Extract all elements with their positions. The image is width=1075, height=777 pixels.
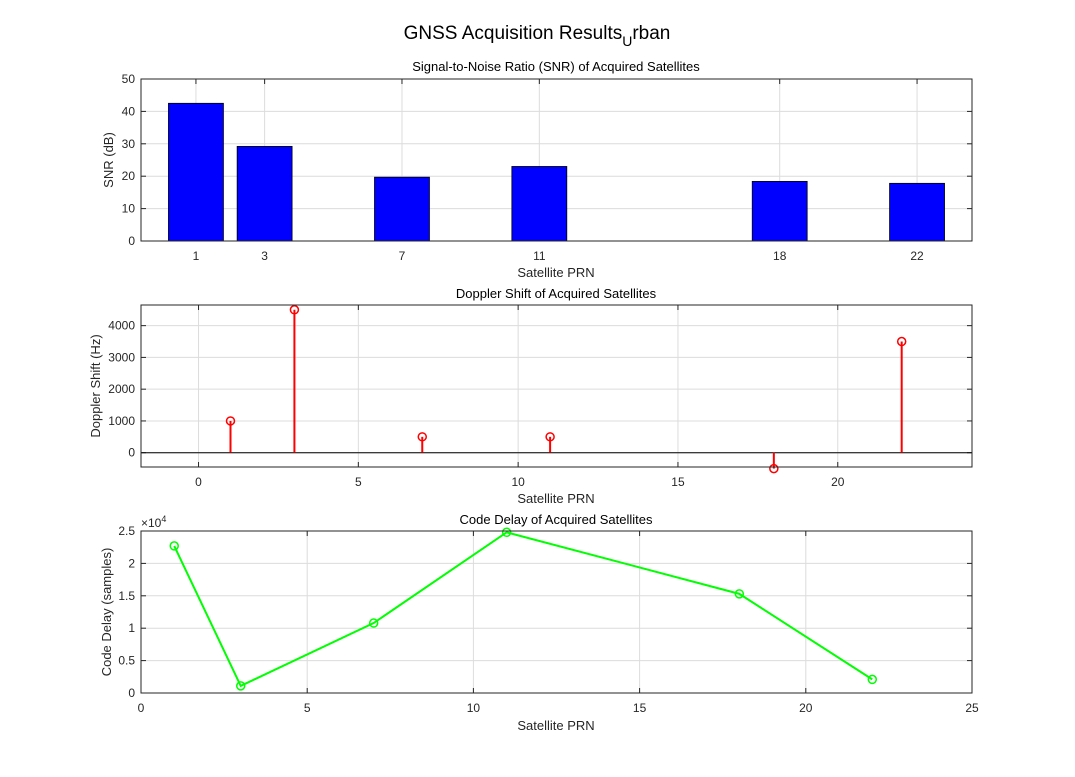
snr-y-tick-label: 50	[122, 72, 136, 86]
doppler-plot-background	[141, 305, 972, 467]
code-delay-x-tick-label: 0	[138, 701, 145, 715]
doppler-chart-title: Doppler Shift of Acquired Satellites	[456, 286, 657, 301]
doppler-point	[896, 336, 907, 347]
snr-bar	[889, 182, 945, 242]
code-delay-line	[173, 531, 873, 688]
snr-bar	[168, 102, 224, 242]
code-delay-point	[368, 618, 379, 628]
snr-x-axis-label: Satellite PRN	[517, 265, 594, 280]
snr-x-tick-label: 1	[193, 249, 200, 263]
snr-axes: Signal-to-Noise Ratio (SNR) of Acquired …	[101, 59, 973, 280]
snr-x-tick-label: 11	[533, 249, 546, 263]
code-delay-y-axis-label: Code Delay (samples)	[99, 548, 114, 677]
code-delay-y-tick-label: 2	[128, 556, 135, 570]
doppler-y-tick-label: 0	[128, 446, 135, 460]
snr-chart-title: Signal-to-Noise Ratio (SNR) of Acquired …	[412, 59, 700, 74]
doppler-axes: Doppler Shift of Acquired Satellites Sat…	[88, 286, 973, 506]
figure-title-main: GNSS Acquisition Results	[404, 23, 623, 44]
snr-bar	[374, 176, 430, 242]
code-delay-exponent-label: ×104	[141, 514, 166, 530]
figure-title-rest: rban	[632, 23, 670, 44]
code-delay-chart-title: Code Delay of Acquired Satellites	[460, 512, 653, 527]
snr-y-tick-label: 0	[128, 234, 135, 248]
code-delay-point	[501, 527, 512, 538]
snr-x-tick-label: 3	[261, 249, 268, 263]
snr-x-tick-label: 7	[399, 249, 406, 263]
code-delay-y-tick-label: 0	[128, 686, 135, 700]
doppler-plot-area	[141, 305, 972, 467]
doppler-x-tick-label: 5	[355, 475, 362, 489]
snr-y-tick-label: 10	[122, 202, 136, 216]
snr-y-axis-label: SNR (dB)	[101, 132, 116, 188]
snr-y-tick-label: 30	[122, 137, 136, 151]
snr-x-tick-label: 22	[910, 249, 924, 263]
doppler-point	[289, 305, 300, 315]
doppler-point	[769, 463, 779, 474]
doppler-y-tick-label: 3000	[108, 350, 135, 364]
doppler-x-axis-label: Satellite PRN	[517, 491, 594, 506]
snr-bar	[751, 180, 808, 242]
doppler-x-tick-label: 20	[831, 475, 845, 489]
doppler-point	[417, 432, 428, 442]
snr-bar	[511, 166, 568, 242]
snr-y-tick-label: 40	[122, 104, 136, 118]
code-delay-x-tick-label: 20	[799, 701, 813, 715]
code-delay-point	[169, 541, 179, 551]
code-delay-point	[867, 674, 878, 685]
code-delay-x-tick-label: 15	[633, 701, 647, 715]
code-delay-point	[734, 589, 745, 599]
code-delay-y-tick-label: 1	[128, 621, 135, 635]
figure-title-subscript: U	[622, 33, 632, 49]
snr-bar	[236, 145, 293, 242]
code-delay-x-tick-label: 5	[304, 701, 311, 715]
code-delay-y-tick-label: 0.5	[118, 654, 135, 668]
code-delay-plot-area	[140, 530, 973, 694]
doppler-y-tick-label: 2000	[108, 382, 135, 396]
doppler-x-tick-label: 10	[511, 475, 525, 489]
code-delay-x-axis-label: Satellite PRN	[517, 718, 594, 733]
figure-title: GNSS Acquisition ResultsUrban	[404, 23, 671, 49]
code-delay-point	[235, 681, 246, 691]
code-delay-x-tick-label: 25	[965, 701, 979, 715]
doppler-point	[225, 416, 236, 426]
doppler-x-tick-label: 15	[671, 475, 685, 489]
doppler-axes-frame	[140, 304, 973, 468]
doppler-x-tick-label: 0	[195, 475, 202, 489]
code-delay-axes-frame	[140, 530, 973, 694]
snr-axes-frame	[140, 78, 973, 242]
snr-x-tick-label: 18	[773, 249, 787, 263]
code-delay-x-tick-label: 10	[467, 701, 481, 715]
doppler-y-tick-label: 4000	[108, 319, 135, 333]
code-delay-y-tick-label: 2.5	[118, 524, 135, 538]
doppler-point	[545, 432, 555, 442]
code-delay-y-tick-label: 1.5	[118, 589, 135, 603]
code-delay-plot-background	[141, 531, 972, 693]
doppler-y-tick-label: 1000	[108, 414, 135, 428]
snr-y-tick-label: 20	[122, 169, 136, 183]
doppler-y-axis-label: Doppler Shift (Hz)	[88, 334, 103, 437]
code-delay-axes: Code Delay of Acquired Satellites Satell…	[99, 512, 979, 733]
